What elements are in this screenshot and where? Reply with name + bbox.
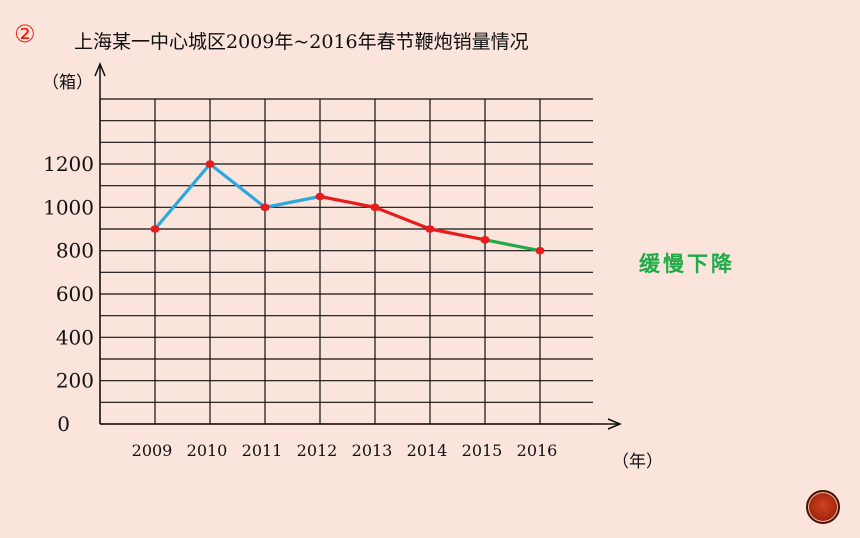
- y-tick-label: 1200: [43, 152, 94, 176]
- data-point: [315, 192, 325, 201]
- y-axis-arrow: [94, 62, 106, 77]
- chart-title: 上海某一中心城区2009年~2016年春节鞭炮销量情况: [74, 31, 529, 53]
- x-tick-label: 2011: [242, 441, 283, 460]
- x-tick-label: 2015: [462, 441, 503, 460]
- x-axis-arrow: [607, 418, 622, 430]
- series-segment: [483, 238, 542, 253]
- y-axis-unit-label: （箱）: [42, 73, 93, 93]
- x-tick-label: 2014: [407, 441, 448, 460]
- data-point: [150, 225, 160, 233]
- data-point: [370, 203, 380, 212]
- x-tick-label: 2010: [187, 441, 228, 460]
- y-tick-label: 1000: [43, 195, 94, 219]
- x-tick-label: 2009: [132, 441, 173, 460]
- trend-annotation: 缓慢下降: [639, 252, 735, 276]
- series-segment: [318, 194, 377, 209]
- series-segment: [153, 162, 212, 231]
- y-tick-label: 400: [56, 325, 94, 349]
- data-point: [205, 160, 215, 168]
- y-tick-label: 800: [56, 239, 94, 263]
- x-tick-label: 2013: [352, 441, 393, 460]
- data-point: [260, 203, 270, 212]
- next-slide-button[interactable]: [806, 490, 840, 524]
- data-point: [425, 225, 435, 233]
- slide-number-mark: ②: [14, 20, 36, 48]
- data-point: [480, 236, 490, 244]
- y-tick-label: 200: [56, 369, 94, 393]
- x-tick-label: 2016: [517, 441, 558, 460]
- series-segment: [263, 194, 322, 209]
- x-tick-label: 2012: [297, 441, 338, 460]
- x-axis-unit-label: （年）: [612, 452, 663, 472]
- series-segment: [208, 162, 267, 209]
- y-tick-label: 0: [57, 412, 70, 436]
- data-point: [535, 246, 545, 255]
- series-segment: [373, 205, 432, 231]
- y-tick-label: 600: [56, 282, 94, 306]
- series-segment: [428, 227, 487, 242]
